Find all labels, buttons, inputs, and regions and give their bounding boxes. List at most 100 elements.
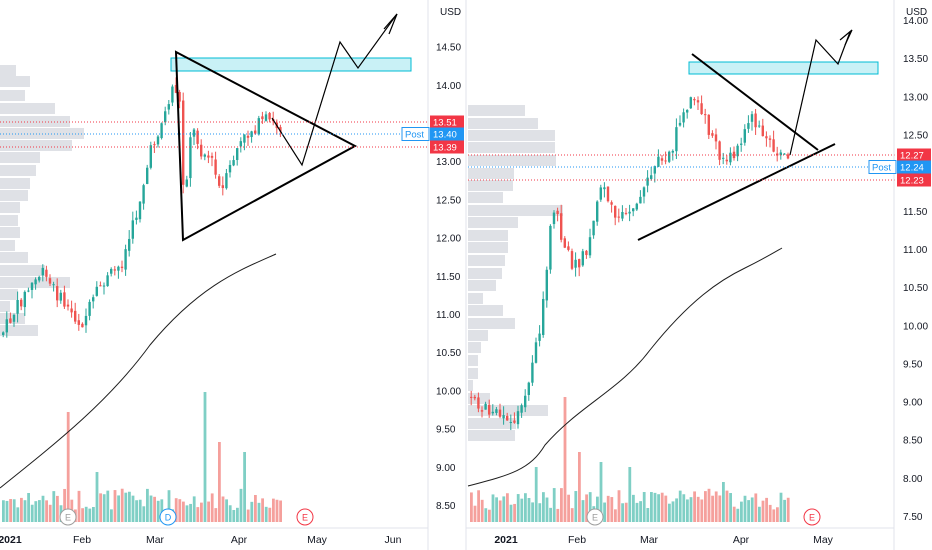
candle-body <box>264 114 268 121</box>
volume-bar <box>552 488 556 522</box>
tag-box <box>430 140 464 154</box>
volume-bar <box>779 492 783 522</box>
candle-body <box>70 308 73 313</box>
earnings-marker[interactable]: E <box>803 508 821 526</box>
profile-bar <box>0 265 45 276</box>
volume-bar <box>700 499 704 522</box>
volume-bar <box>156 500 160 522</box>
time-tick-label: Mar <box>146 534 165 546</box>
price-axis[interactable]: 8.50 9.00 9.50 10.00 10.50 11.00 11.50 12.00 12.… <box>436 43 461 512</box>
volume-bar <box>689 497 693 522</box>
candle-body <box>686 109 689 113</box>
candle-body <box>135 217 138 220</box>
candle-body <box>12 315 16 322</box>
price-tick-label: 7.50 <box>903 512 923 523</box>
candle-body <box>257 118 260 135</box>
left-chart-panel[interactable]: E D E USD 8.50 9.00 9.50 10.00 10.50 11.00 11.50… <box>0 0 464 550</box>
profile-bar <box>0 103 55 114</box>
time-tick-label: Feb <box>568 534 586 546</box>
candle-body <box>480 410 484 412</box>
candle-body <box>59 292 62 301</box>
volume-bar <box>488 509 491 522</box>
time-tick-label: Feb <box>73 534 91 546</box>
candle-body <box>560 213 563 240</box>
tag-box <box>430 115 464 129</box>
candle-body <box>473 396 476 399</box>
volume-bar <box>642 492 646 522</box>
price-tick-label: 13.00 <box>436 157 461 168</box>
resistance-zone[interactable] <box>688 61 879 75</box>
projection-path[interactable] <box>271 13 398 167</box>
resistance-zone[interactable] <box>170 57 412 72</box>
time-axis[interactable]: 2021 Feb Mar Apr May Jun <box>0 534 402 546</box>
time-axis[interactable]: 2021 Feb Mar Apr May <box>494 534 833 546</box>
volume-bar <box>207 501 210 522</box>
profile-bar <box>0 252 28 263</box>
candle-body <box>696 100 700 103</box>
volume-bar <box>189 503 192 522</box>
candle-body <box>693 99 696 101</box>
time-tick-label: 2021 <box>0 534 22 546</box>
volume-bar <box>99 493 102 522</box>
volume-bar <box>516 494 520 522</box>
volume-bar <box>714 491 718 522</box>
volume-bar <box>52 491 56 522</box>
marker-circle <box>586 508 604 526</box>
candle-body <box>506 415 509 421</box>
candle-body <box>84 315 88 326</box>
profile-bar <box>468 142 555 153</box>
candle-body <box>786 154 790 159</box>
volume-bar <box>257 502 261 522</box>
trend-drawings[interactable] <box>468 29 895 241</box>
volume-bar <box>761 500 765 522</box>
triangle-pattern[interactable] <box>174 50 358 242</box>
volume-bar <box>120 488 124 522</box>
volume-bar <box>95 472 99 522</box>
volume-bar <box>214 508 218 522</box>
volume-bar <box>783 499 786 522</box>
candle-body <box>178 91 181 102</box>
profile-bar <box>468 217 518 228</box>
price-tick-label: 14.00 <box>436 81 461 92</box>
candle-body <box>750 114 754 122</box>
candle-body <box>606 186 610 202</box>
volume-bar <box>502 496 506 522</box>
volume-bar <box>495 497 498 522</box>
candle-body <box>88 301 91 316</box>
earnings-marker[interactable]: E <box>59 508 77 526</box>
volume-bar <box>135 500 138 522</box>
volume-bar <box>88 508 92 522</box>
candle-body <box>254 130 257 134</box>
volume-bar <box>261 498 264 522</box>
volume-bar <box>581 500 585 522</box>
volume-bar <box>722 482 725 522</box>
volume-bar <box>250 501 254 522</box>
volume-bar <box>560 488 563 522</box>
candle-body <box>488 404 491 415</box>
volume-bar <box>264 506 268 522</box>
earnings-marker[interactable]: E <box>296 508 314 526</box>
price-tick-label: 10.00 <box>436 386 461 397</box>
arrow-head <box>383 13 398 35</box>
trend-drawings[interactable] <box>0 13 428 242</box>
triangle-pattern[interactable] <box>691 53 819 151</box>
price-axis[interactable]: 7.50 8.00 8.50 9.00 9.50 10.00 10.50 11.00 11.50… <box>903 16 928 523</box>
volume-bar <box>675 498 678 522</box>
candle-body <box>542 298 545 335</box>
volume-bar <box>534 467 538 522</box>
candle-body <box>261 116 264 120</box>
time-tick-label: May <box>813 534 834 546</box>
support-trendline[interactable] <box>637 143 836 241</box>
projection-path[interactable] <box>789 31 851 156</box>
volume-bar <box>131 495 135 522</box>
candle-body <box>30 282 34 290</box>
volume-bar <box>243 452 246 522</box>
earnings-marker[interactable]: D <box>159 508 177 526</box>
volume-bar <box>81 508 84 522</box>
candle-body <box>5 319 8 333</box>
earnings-marker[interactable]: E <box>586 508 604 526</box>
